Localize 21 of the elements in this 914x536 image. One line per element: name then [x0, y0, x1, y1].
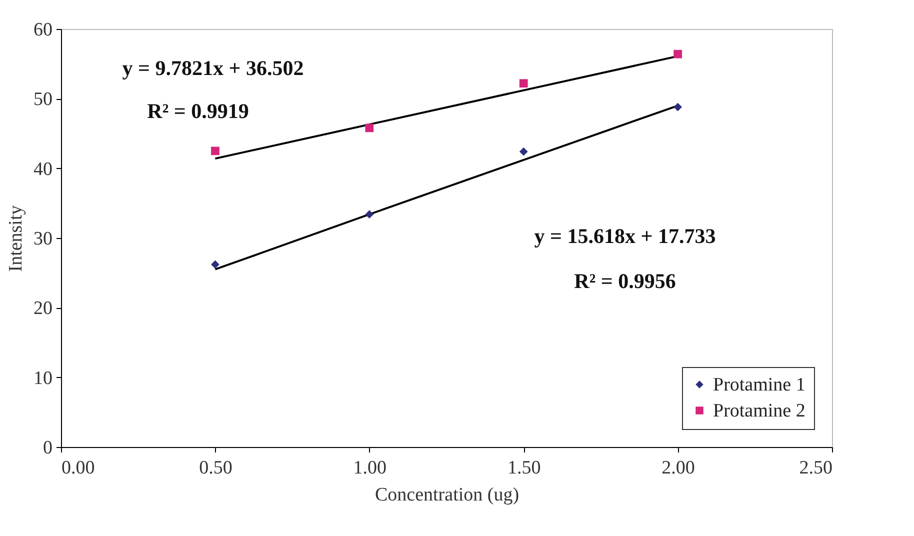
annotation: y = 9.7821x + 36.502 [122, 56, 304, 80]
y-tick-label: 30 [34, 228, 52, 250]
y-tick-label: 40 [34, 158, 52, 180]
annotation: y = 15.618x + 17.733 [534, 224, 716, 248]
annotation: R² = 0.9919 [147, 99, 249, 123]
x-tick-label: 2.00 [662, 458, 695, 478]
x-tick-label: 0.50 [199, 458, 232, 478]
x-tick-label: 2.50 [799, 458, 832, 478]
annotation: R² = 0.9956 [574, 269, 676, 293]
x-tick-label: 1.50 [507, 458, 541, 478]
y-axis-title: Intensity [6, 204, 26, 272]
x-tick-label: 1.00 [353, 458, 387, 478]
y-tick-label: 0 [43, 438, 52, 458]
y-tick-label: 10 [34, 368, 52, 389]
x-tick-label: 0.00 [62, 458, 95, 478]
y-tick-label: 60 [34, 20, 52, 40]
legend-label: Protamine 1 [713, 374, 806, 396]
legend-label: Protamine 2 [713, 400, 806, 422]
y-tick-label: 20 [34, 298, 52, 320]
x-axis-title: Concentration (ug) [374, 484, 520, 506]
y-tick-label: 50 [34, 89, 52, 110]
